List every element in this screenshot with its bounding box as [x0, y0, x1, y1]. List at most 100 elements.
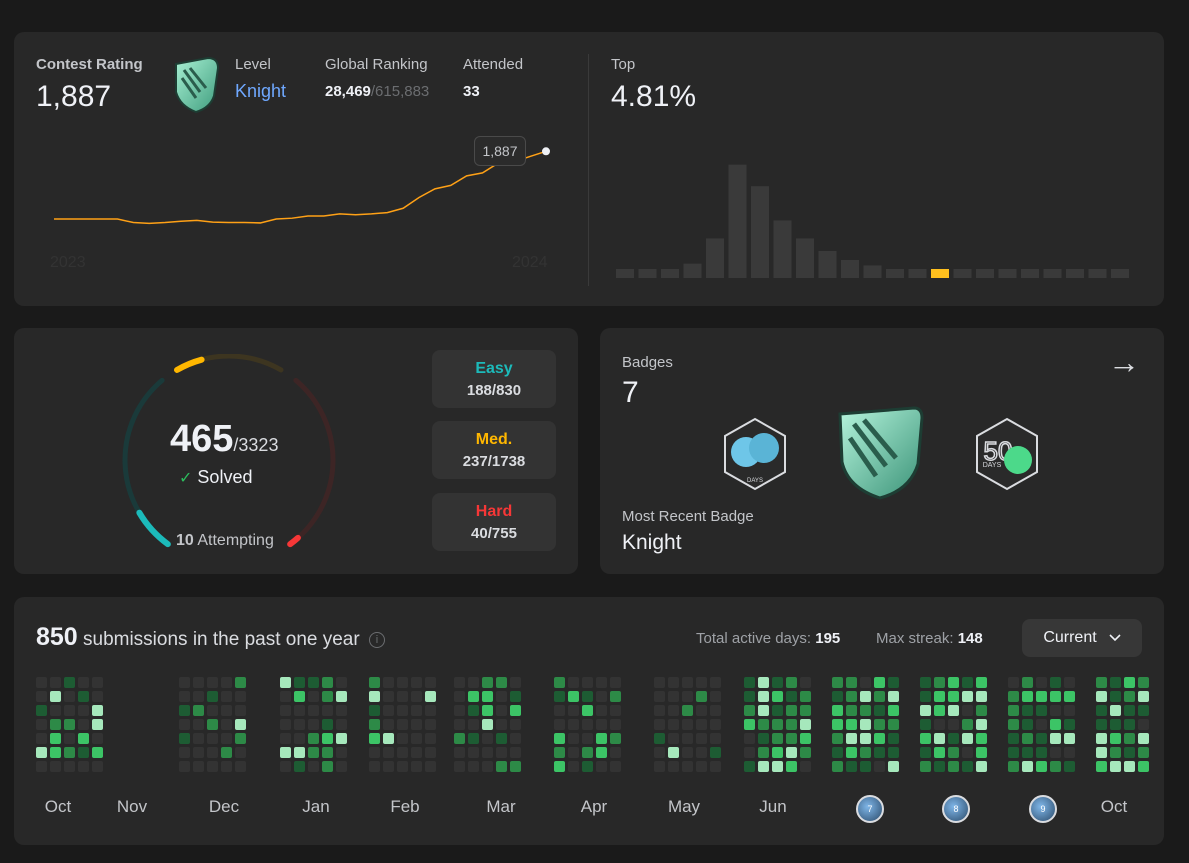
heatmap-cell[interactable]: [568, 691, 579, 702]
heatmap-cell[interactable]: [654, 677, 665, 688]
heatmap-cell[interactable]: [874, 747, 885, 758]
heatmap-cell[interactable]: [610, 691, 621, 702]
heatmap-cell[interactable]: [235, 719, 246, 730]
heatmap-cell[interactable]: [1064, 733, 1075, 744]
heatmap-cell[interactable]: [322, 705, 333, 716]
heatmap-cell[interactable]: [411, 691, 422, 702]
heatmap-cell[interactable]: [1008, 747, 1019, 758]
heatmap-cell[interactable]: [710, 733, 721, 744]
heatmap-cell[interactable]: [568, 719, 579, 730]
heatmap-cell[interactable]: [1096, 761, 1107, 772]
heatmap-cell[interactable]: [758, 719, 769, 730]
heatmap-cell[interactable]: [800, 719, 811, 730]
heatmap-cell[interactable]: [1022, 747, 1033, 758]
heatmap-cell[interactable]: [934, 691, 945, 702]
heatmap-cell[interactable]: [1124, 705, 1135, 716]
heatmap-cell[interactable]: [710, 747, 721, 758]
heatmap-cell[interactable]: [280, 677, 291, 688]
heatmap-cell[interactable]: [682, 677, 693, 688]
heatmap-cell[interactable]: [92, 733, 103, 744]
heatmap-cell[interactable]: [322, 733, 333, 744]
heatmap-cell[interactable]: [1050, 691, 1061, 702]
heatmap-cell[interactable]: [710, 691, 721, 702]
heatmap-cell[interactable]: [397, 691, 408, 702]
heatmap-cell[interactable]: [682, 719, 693, 730]
heatmap-cell[interactable]: [454, 677, 465, 688]
heatmap-cell[interactable]: [696, 677, 707, 688]
heatmap-cell[interactable]: [411, 705, 422, 716]
heatmap-cell[interactable]: [221, 677, 232, 688]
heatmap-cell[interactable]: [1124, 747, 1135, 758]
heatmap-cell[interactable]: [468, 747, 479, 758]
heatmap-cell[interactable]: [1124, 691, 1135, 702]
heatmap-cell[interactable]: [596, 677, 607, 688]
heatmap-cell[interactable]: [369, 733, 380, 744]
heatmap-cell[interactable]: [710, 719, 721, 730]
heatmap-cell[interactable]: [948, 761, 959, 772]
heatmap-cell[interactable]: [668, 719, 679, 730]
heatmap-cell[interactable]: [696, 719, 707, 730]
info-icon[interactable]: i: [369, 632, 385, 648]
heatmap-cell[interactable]: [962, 761, 973, 772]
heatmap-cell[interactable]: [800, 733, 811, 744]
heatmap-cell[interactable]: [860, 677, 871, 688]
heatmap-cell[interactable]: [610, 719, 621, 730]
heatmap-cell[interactable]: [772, 691, 783, 702]
heatmap-cell[interactable]: [1036, 747, 1047, 758]
heatmap-cell[interactable]: [554, 733, 565, 744]
heatmap-cell[interactable]: [454, 719, 465, 730]
heatmap-cell[interactable]: [1064, 747, 1075, 758]
heatmap-cell[interactable]: [308, 719, 319, 730]
heatmap-cell[interactable]: [800, 677, 811, 688]
heatmap-cell[interactable]: [193, 719, 204, 730]
heatmap-cell[interactable]: [294, 691, 305, 702]
heatmap-cell[interactable]: [336, 677, 347, 688]
heatmap-cell[interactable]: [336, 761, 347, 772]
heatmap-cell[interactable]: [668, 691, 679, 702]
heatmap-cell[interactable]: [962, 733, 973, 744]
heatmap-cell[interactable]: [962, 677, 973, 688]
heatmap-cell[interactable]: [397, 761, 408, 772]
heatmap-cell[interactable]: [1064, 705, 1075, 716]
heatmap-cell[interactable]: [336, 719, 347, 730]
heatmap-cell[interactable]: [682, 733, 693, 744]
heatmap-cell[interactable]: [280, 761, 291, 772]
heatmap-cell[interactable]: [772, 733, 783, 744]
heatmap-cell[interactable]: [207, 719, 218, 730]
heatmap-cell[interactable]: [568, 677, 579, 688]
heatmap-cell[interactable]: [78, 733, 89, 744]
heatmap-cell[interactable]: [1096, 677, 1107, 688]
heatmap-cell[interactable]: [235, 761, 246, 772]
heatmap-cell[interactable]: [369, 677, 380, 688]
heatmap-cell[interactable]: [280, 719, 291, 730]
heatmap-cell[interactable]: [920, 747, 931, 758]
heatmap-cell[interactable]: [36, 677, 47, 688]
heatmap-cell[interactable]: [920, 733, 931, 744]
heatmap-cell[interactable]: [369, 761, 380, 772]
heatmap-cell[interactable]: [948, 705, 959, 716]
heatmap-cell[interactable]: [221, 719, 232, 730]
heatmap-cell[interactable]: [860, 691, 871, 702]
heatmap-cell[interactable]: [280, 705, 291, 716]
year-select[interactable]: Current: [1022, 619, 1142, 657]
heatmap-cell[interactable]: [383, 677, 394, 688]
heatmap-cell[interactable]: [682, 761, 693, 772]
heatmap-cell[interactable]: [610, 761, 621, 772]
heatmap-cell[interactable]: [383, 733, 394, 744]
heatmap-cell[interactable]: [92, 691, 103, 702]
heatmap-cell[interactable]: [948, 747, 959, 758]
heatmap-cell[interactable]: [280, 747, 291, 758]
heatmap-cell[interactable]: [322, 761, 333, 772]
heatmap-cell[interactable]: [179, 719, 190, 730]
heatmap-cell[interactable]: [772, 761, 783, 772]
heatmap-cell[interactable]: [510, 747, 521, 758]
heatmap-cell[interactable]: [336, 747, 347, 758]
heatmap-cell[interactable]: [294, 761, 305, 772]
heatmap-cell[interactable]: [744, 733, 755, 744]
heatmap-cell[interactable]: [411, 733, 422, 744]
heatmap-cell[interactable]: [308, 677, 319, 688]
heatmap-cell[interactable]: [454, 733, 465, 744]
heatmap-cell[interactable]: [758, 733, 769, 744]
heatmap-cell[interactable]: [874, 677, 885, 688]
heatmap-cell[interactable]: [207, 761, 218, 772]
